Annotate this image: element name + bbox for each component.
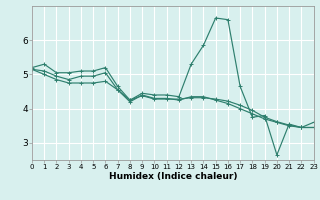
X-axis label: Humidex (Indice chaleur): Humidex (Indice chaleur): [108, 172, 237, 181]
